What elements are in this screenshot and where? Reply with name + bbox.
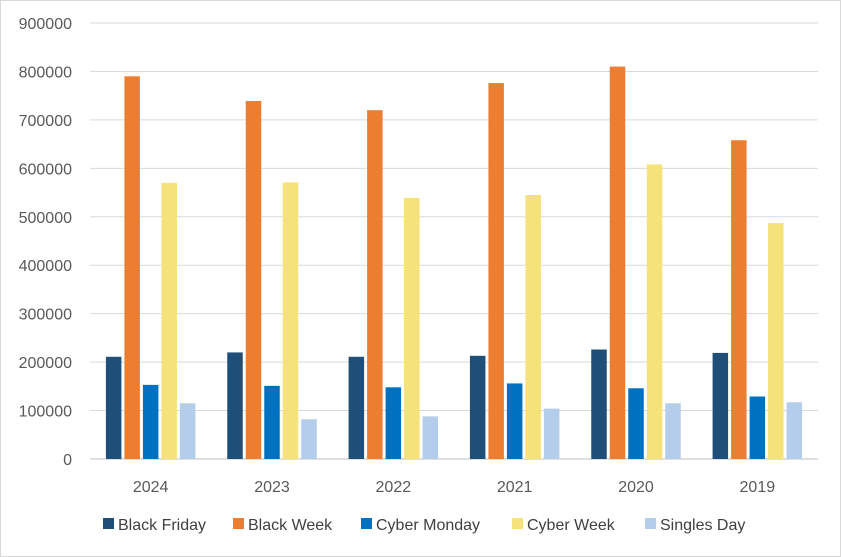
y-tick-label: 900000 <box>19 16 72 33</box>
y-tick-label: 500000 <box>19 210 72 227</box>
bar-cyber-week-2022 <box>404 197 420 459</box>
bar-black-week-2019 <box>731 140 747 460</box>
bar-cyber-monday-2024 <box>142 384 159 459</box>
legend-label: Cyber Monday <box>376 517 480 534</box>
bar-black-friday-2024 <box>105 356 122 459</box>
x-tick-label: 2023 <box>254 479 290 496</box>
x-tick-label: 2019 <box>740 479 776 496</box>
bar-singles-day-2020 <box>665 403 681 459</box>
x-tick-label: 2022 <box>376 479 412 496</box>
bar-cyber-monday-2020 <box>628 388 644 459</box>
legend-swatch-black-week <box>233 518 244 529</box>
bar-cyber-monday-2022 <box>385 387 402 459</box>
bar-singles-day-2022 <box>422 416 439 459</box>
bar-cyber-monday-2019 <box>749 396 766 459</box>
x-tick-label: 2021 <box>497 479 533 496</box>
bar-black-friday-2023 <box>227 352 243 459</box>
legend-label: Black Friday <box>118 517 206 534</box>
y-tick-label: 200000 <box>19 355 72 372</box>
legend-label: Cyber Week <box>527 517 616 534</box>
y-tick-label: 0 <box>63 452 72 469</box>
legend-label: Singles Day <box>660 517 745 534</box>
bar-cyber-week-2023 <box>282 182 299 460</box>
bar-singles-day-2021 <box>543 408 560 459</box>
y-tick-label: 300000 <box>19 307 72 324</box>
legend-swatch-cyber-week <box>512 518 523 529</box>
bars <box>105 66 803 460</box>
y-tick-label: 100000 <box>19 404 72 421</box>
bar-singles-day-2023 <box>301 419 317 459</box>
bar-black-friday-2019 <box>712 352 729 459</box>
bar-cyber-week-2020 <box>646 164 663 460</box>
legend: Black Friday Black Week Cyber Monday Cyber … <box>103 517 745 534</box>
bar-black-week-2024 <box>124 76 140 460</box>
y-tick-label: 600000 <box>19 161 72 178</box>
legend-swatch-singles-day <box>645 518 656 529</box>
bar-singles-day-2019 <box>786 402 803 459</box>
bar-cyber-week-2019 <box>768 223 784 459</box>
legend-swatch-black-friday <box>103 518 114 529</box>
y-tick-label: 800000 <box>19 64 72 81</box>
y-tick-label: 400000 <box>19 258 72 275</box>
x-tick-label: 2024 <box>133 479 169 496</box>
bar-singles-day-2024 <box>179 403 196 459</box>
bar-black-friday-2021 <box>469 355 486 459</box>
x-axis-ticks: 2024 2023 2022 2021 2020 2019 <box>133 479 775 496</box>
bar-cyber-monday-2023 <box>264 385 280 459</box>
y-tick-label: 700000 <box>19 113 72 130</box>
bar-black-week-2023 <box>245 100 262 460</box>
y-axis-ticks: 0 100000 200000 300000 400000 500000 600000 700… <box>19 16 72 469</box>
bar-cyber-week-2024 <box>161 182 177 459</box>
bar-cyber-monday-2021 <box>506 383 523 459</box>
x-tick-label: 2020 <box>618 479 654 496</box>
bar-black-friday-2022 <box>348 356 365 459</box>
bar-cyber-week-2021 <box>525 194 541 459</box>
bar-black-friday-2020 <box>591 349 607 459</box>
bar-black-week-2020 <box>609 66 626 459</box>
legend-swatch-cyber-monday <box>361 518 372 529</box>
bar-black-week-2021 <box>488 83 504 460</box>
bar-black-week-2022 <box>367 110 383 459</box>
gridlines <box>90 22 818 460</box>
legend-label: Black Week <box>248 517 333 534</box>
